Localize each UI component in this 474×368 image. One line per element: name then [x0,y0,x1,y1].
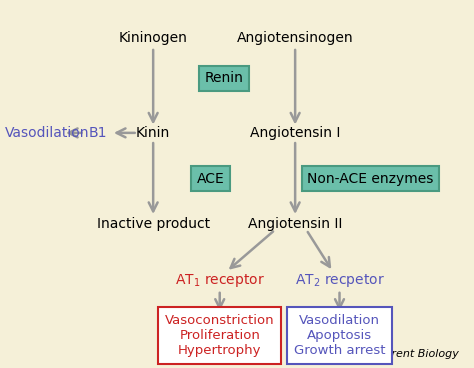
Text: Angiotensinogen: Angiotensinogen [237,31,354,45]
Text: Inactive product: Inactive product [97,217,210,231]
Text: Renin: Renin [205,71,244,85]
Text: Vasodilation: Vasodilation [4,126,89,140]
Text: Angiotensin I: Angiotensin I [250,126,340,140]
Text: Kinin: Kinin [136,126,170,140]
Text: AT$_1$ receptor: AT$_1$ receptor [175,272,264,289]
Text: AT$_2$ recpetor: AT$_2$ recpetor [294,272,384,289]
Text: Vasodilation
Apoptosis
Growth arrest: Vasodilation Apoptosis Growth arrest [294,314,385,357]
Text: Vasoconstriction
Proliferation
Hypertrophy: Vasoconstriction Proliferation Hypertrop… [165,314,274,357]
Text: Kininogen: Kininogen [118,31,188,45]
Text: Angiotensin II: Angiotensin II [248,217,342,231]
Text: B1: B1 [89,126,107,140]
Text: ACE: ACE [197,171,225,185]
Text: Non-ACE enzymes: Non-ACE enzymes [307,171,434,185]
Text: Current Biology: Current Biology [373,349,459,359]
